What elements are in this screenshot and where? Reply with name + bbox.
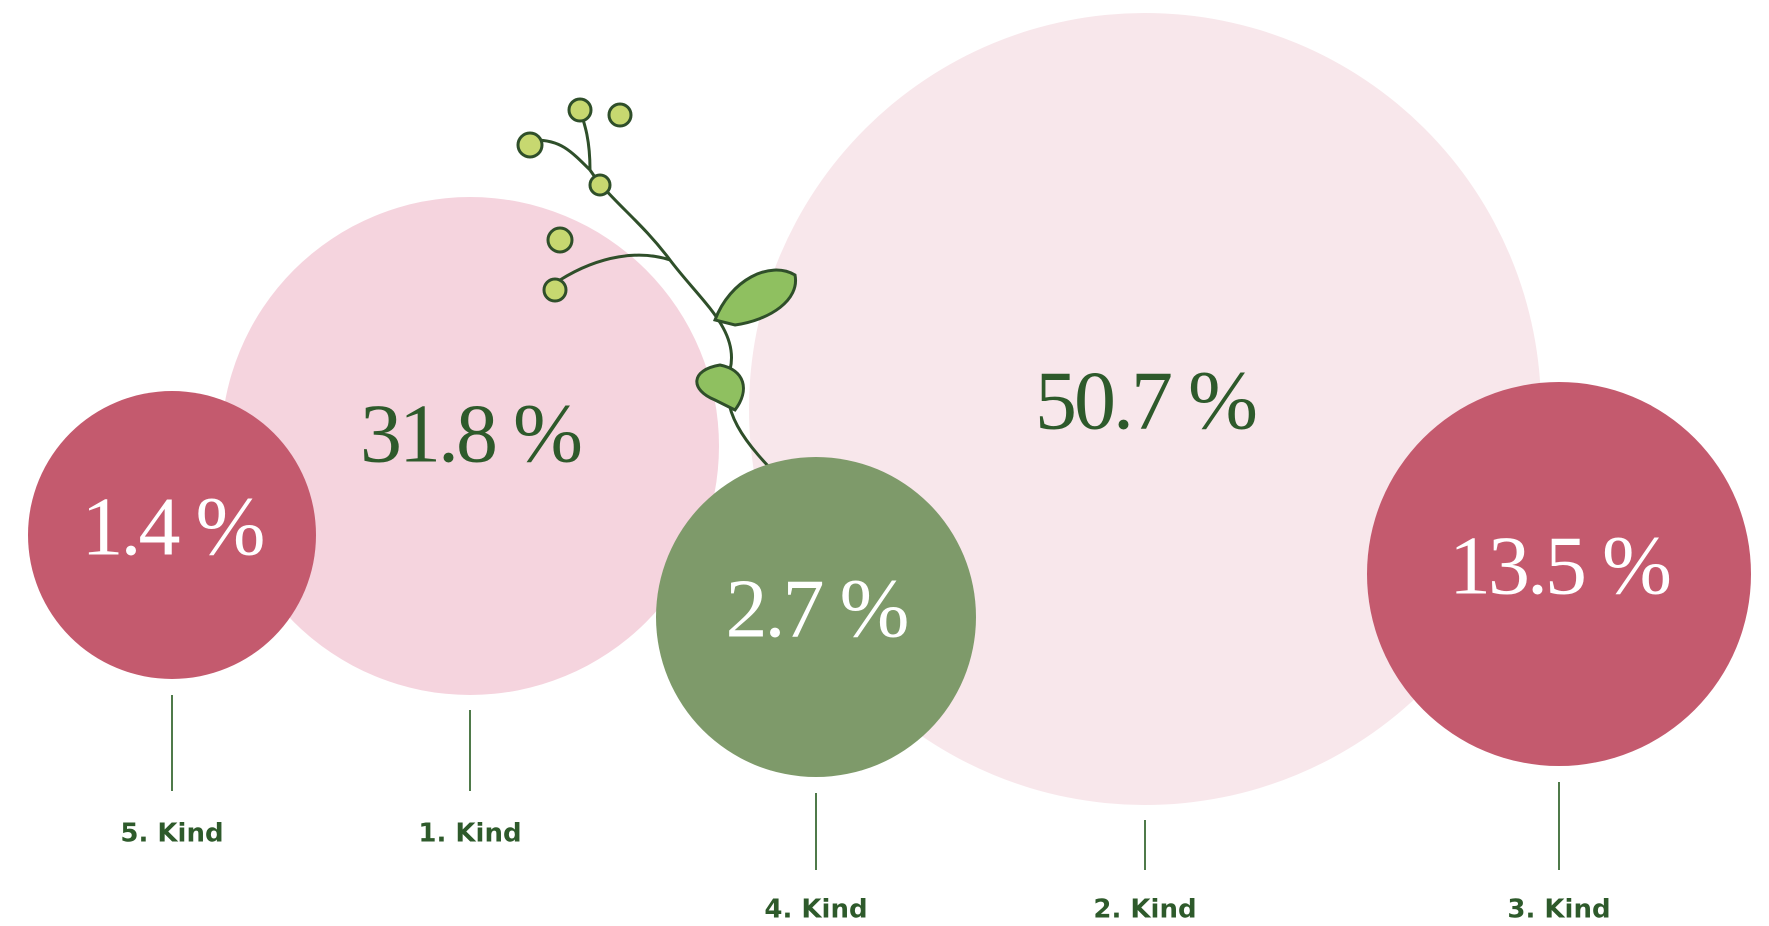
flower	[544, 279, 566, 301]
value-label: 50.7 %	[1035, 354, 1256, 447]
category-label: 4. Kind	[764, 895, 867, 925]
flower	[590, 175, 610, 195]
value-label: 1.4 %	[82, 480, 264, 573]
value-label: 13.5 %	[1449, 519, 1670, 612]
flower	[569, 99, 591, 121]
flower	[518, 133, 542, 157]
bubbles: 2. Kind 1. Kind 1.4 % 5. Kind 4. Kind 13.5 % 3…	[28, 13, 1751, 925]
flower	[548, 228, 572, 252]
value-label: 31.8 %	[360, 387, 581, 480]
flower	[609, 104, 631, 126]
category-label: 5. Kind	[120, 819, 223, 849]
value-label: 2.7 %	[726, 562, 908, 655]
category-label: 3. Kind	[1507, 895, 1610, 925]
category-label: 2. Kind	[1093, 895, 1196, 925]
chart: 2. Kind 1. Kind 1.4 % 5. Kind 4. Kind 13.5 % 3…	[0, 0, 1769, 926]
category-label: 1. Kind	[418, 819, 521, 849]
